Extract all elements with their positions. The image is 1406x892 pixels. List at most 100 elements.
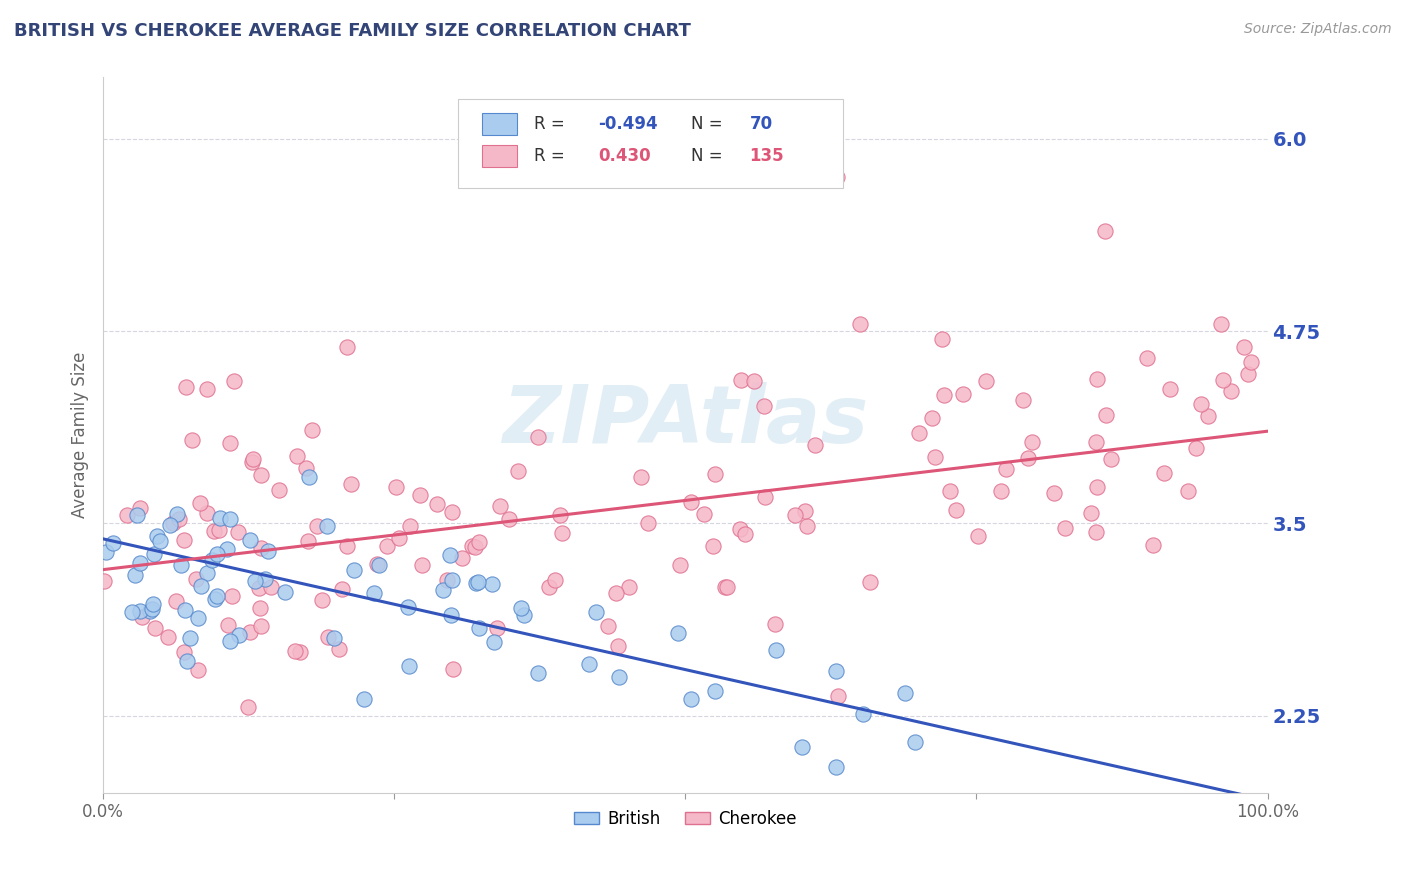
Text: N =: N = (692, 147, 728, 165)
Point (1185, 441, 1208, 455)
Point (330, 582, 353, 597)
Point (605, 586, 627, 600)
Point (195, 566, 218, 580)
Point (141, 602, 163, 616)
Point (461, 539, 484, 553)
Point (368, 558, 391, 572)
Point (825, 170, 848, 185)
Point (205, 548, 228, 562)
Point (342, 563, 364, 577)
Point (859, 574, 882, 589)
Point (204, 592, 226, 607)
Point (527, 666, 550, 681)
Point (754, 490, 776, 504)
Point (450, 550, 472, 565)
Point (228, 628, 250, 642)
Point (1017, 450, 1039, 465)
Point (796, 518, 818, 533)
Point (488, 500, 510, 514)
FancyBboxPatch shape (458, 99, 842, 188)
Point (1219, 384, 1241, 399)
Text: 70: 70 (749, 115, 772, 133)
Point (285, 449, 308, 463)
Point (1095, 408, 1118, 422)
FancyBboxPatch shape (482, 113, 516, 135)
Point (375, 539, 398, 553)
Point (538, 580, 561, 594)
Point (239, 533, 262, 547)
Point (217, 618, 239, 632)
Point (578, 657, 600, 671)
Text: -0.494: -0.494 (598, 115, 658, 133)
Point (242, 455, 264, 469)
Point (441, 573, 464, 587)
Y-axis label: Average Family Size: Average Family Size (72, 351, 89, 518)
Point (510, 601, 533, 615)
Point (366, 558, 388, 572)
Point (238, 700, 260, 714)
Point (485, 621, 508, 635)
Text: N =: N = (692, 115, 728, 133)
Point (187, 663, 209, 677)
Point (1236, 367, 1258, 381)
Point (1153, 466, 1175, 480)
Point (803, 438, 825, 452)
Point (666, 625, 689, 640)
Text: 0.430: 0.430 (598, 147, 651, 165)
Point (209, 511, 232, 525)
Point (606, 639, 628, 653)
Point (681, 692, 703, 706)
Point (297, 534, 319, 549)
Point (704, 684, 727, 698)
Point (1142, 538, 1164, 552)
Point (468, 534, 491, 549)
Point (752, 399, 775, 413)
Point (323, 631, 346, 645)
Point (440, 505, 463, 519)
Point (1136, 351, 1159, 365)
Point (467, 622, 489, 636)
Point (585, 605, 607, 619)
Legend: British, Cherokee: British, Cherokee (567, 803, 804, 834)
Point (166, 507, 188, 521)
Point (205, 589, 228, 603)
Point (1021, 434, 1043, 449)
Point (1085, 372, 1108, 386)
Point (441, 662, 464, 676)
Point (551, 526, 574, 541)
Point (250, 618, 273, 632)
Point (396, 600, 419, 615)
Point (340, 477, 363, 491)
Point (254, 572, 277, 586)
Point (794, 504, 817, 518)
Point (439, 549, 461, 563)
Point (1085, 524, 1108, 539)
Point (249, 468, 271, 483)
Point (1197, 409, 1219, 424)
Point (679, 494, 702, 508)
Text: Source: ZipAtlas.com: Source: ZipAtlas.com (1244, 22, 1392, 37)
Point (938, 484, 960, 499)
Point (481, 577, 503, 591)
Point (131, 610, 153, 624)
Point (465, 576, 488, 591)
Point (166, 593, 188, 607)
Point (908, 425, 931, 440)
Point (1159, 382, 1181, 396)
Point (179, 632, 201, 646)
Point (218, 512, 240, 526)
Point (385, 480, 408, 494)
Point (894, 686, 917, 700)
Point (1209, 317, 1232, 331)
Point (734, 526, 756, 541)
Point (785, 508, 807, 523)
Point (284, 644, 307, 658)
Point (763, 616, 786, 631)
Point (215, 541, 238, 556)
Point (716, 580, 738, 594)
Point (1080, 506, 1102, 520)
Point (630, 470, 652, 484)
Point (692, 507, 714, 521)
Point (143, 621, 166, 635)
Point (142, 597, 165, 611)
